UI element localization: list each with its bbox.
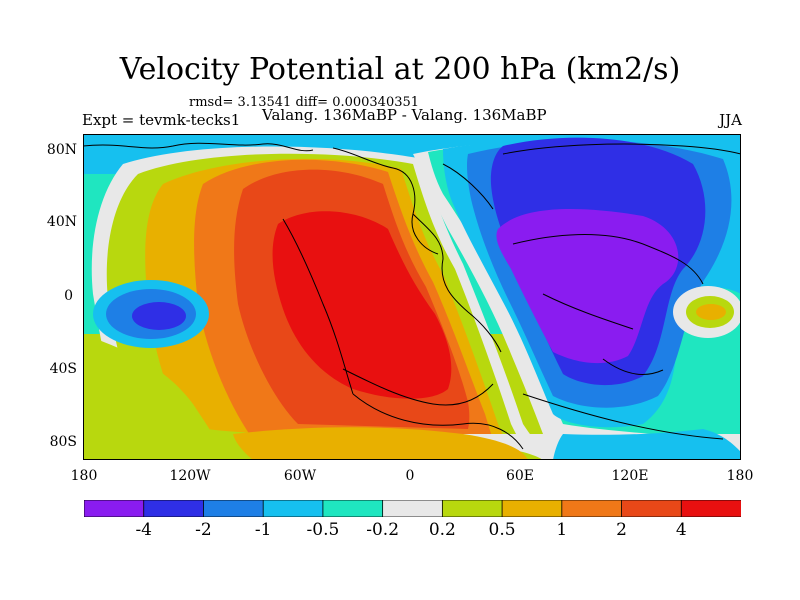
colorbar-swatch-8 [561, 500, 623, 517]
field-east-anomaly-gold [696, 304, 726, 320]
x-tick-180w: 180 [70, 468, 98, 484]
coast-north [83, 142, 741, 255]
y-tick-40n: 40N [46, 214, 77, 230]
experiment-label: Expt = tevmk-tecks1 [82, 111, 241, 129]
x-tick-120e: 120E [611, 468, 649, 484]
colorbar-swatch-3 [262, 500, 324, 517]
field-south-gold [233, 427, 528, 460]
colorbar-label-5: 0.2 [428, 520, 456, 540]
colorbar-label-2: -1 [254, 520, 272, 540]
colorbar-swatch-7 [501, 500, 563, 517]
coastlines [83, 142, 741, 450]
colorbar-swatch-6 [441, 500, 503, 517]
field-east-purple [496, 209, 679, 364]
colorbar-label-4: -0.2 [366, 520, 400, 540]
colorbar [84, 500, 741, 517]
coast-east [512, 234, 704, 375]
coast-south [352, 393, 724, 450]
colorbar-label-9: 4 [675, 520, 687, 540]
y-tick-0: 0 [64, 288, 73, 304]
x-tick-60e: 60E [505, 468, 535, 484]
plot-title: Velocity Potential at 200 hPa (km2/s) [119, 52, 681, 87]
y-tick-80n: 80N [46, 142, 77, 158]
y-tick-40s: 40S [49, 361, 77, 377]
colorbar-label-7: 1 [556, 520, 568, 540]
colorbar-swatch-4 [322, 500, 384, 517]
x-tick-180e: 180 [726, 468, 754, 484]
colorbar-label-8: 2 [616, 520, 627, 540]
colorbar-label-3: -0.5 [306, 520, 340, 540]
x-tick-120w: 120W [169, 468, 211, 484]
colorbar-swatch-9 [621, 500, 683, 517]
colorbar-label-0: -4 [135, 520, 152, 540]
colorbar-swatch-2 [203, 500, 265, 517]
colorbar-label-6: 0.5 [488, 520, 516, 540]
field-west-anomaly-blue [132, 302, 186, 330]
season-label: JJA [719, 111, 742, 129]
velocity-potential-map [83, 134, 741, 460]
x-tick-0: 0 [405, 468, 415, 484]
subtitle: Valang. 136MaBP - Valang. 136MaBP [262, 106, 547, 124]
y-tick-80s: 80S [49, 434, 77, 450]
colorbar-swatch-0 [84, 500, 145, 517]
field-west-red [272, 211, 452, 399]
colorbar-swatch-5 [382, 500, 444, 517]
colorbar-swatch-10 [680, 500, 741, 517]
coast-central [282, 213, 502, 406]
stats-text: rmsd= 3.13541 diff= 0.000340351 [189, 95, 420, 110]
field-southeast-cyan [553, 429, 741, 460]
x-tick-60w: 60W [283, 468, 317, 484]
map-frame [83, 134, 741, 460]
colorbar-swatch-1 [143, 500, 205, 517]
colorbar-label-1: -2 [195, 520, 212, 540]
